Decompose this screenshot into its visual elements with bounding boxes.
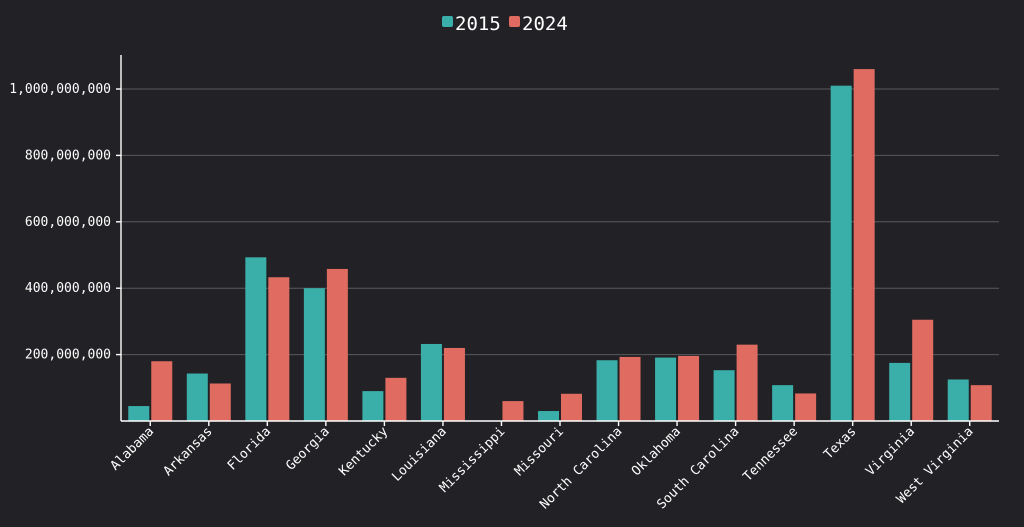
bar-2015-kentucky[interactable] xyxy=(362,391,384,421)
bar-2015-tennessee[interactable] xyxy=(772,385,794,421)
bar-2024-south-carolina[interactable] xyxy=(736,344,758,421)
bar-2015-louisiana[interactable] xyxy=(420,343,442,421)
legend-swatch-2024[interactable] xyxy=(509,16,520,27)
legend-label-2015[interactable]: 2015 xyxy=(455,13,501,35)
bar-2015-florida[interactable] xyxy=(245,257,267,421)
x-tick-label: Oklahoma xyxy=(629,424,684,479)
y-tick-label: 800,000,000 xyxy=(25,148,111,163)
y-tick-label: 1,000,000,000 xyxy=(9,82,111,97)
bar-2024-west-virginia[interactable] xyxy=(970,385,992,421)
bar-2015-alabama[interactable] xyxy=(128,406,150,421)
x-tick-label: Georgia xyxy=(283,424,332,473)
bar-2015-arkansas[interactable] xyxy=(186,373,208,421)
bar-2024-missouri[interactable] xyxy=(561,393,582,421)
y-tick-label: 200,000,000 xyxy=(25,348,111,363)
bar-2024-oklahoma[interactable] xyxy=(678,355,700,421)
bar-2024-virginia[interactable] xyxy=(912,319,934,421)
legend[interactable]: 2015 2024 xyxy=(442,13,568,35)
bar-2024-kentucky[interactable] xyxy=(385,377,407,421)
bar-2024-alabama[interactable] xyxy=(151,361,173,421)
x-tick-label: Florida xyxy=(225,424,274,473)
x-tick-label: Virginia xyxy=(863,424,918,479)
bar-2015-oklahoma[interactable] xyxy=(655,357,677,421)
y-tick-label: 400,000,000 xyxy=(25,281,111,296)
bar-2015-georgia[interactable] xyxy=(303,288,325,421)
x-tick-label: Texas xyxy=(821,424,859,462)
x-tick-labels: Alabama Arkansas Florida Georgia KentuckyLou… xyxy=(108,421,977,512)
bar-2015-south-carolina[interactable] xyxy=(713,370,735,421)
x-tick-label: Kentucky xyxy=(336,424,391,479)
bar-2024-north-carolina[interactable] xyxy=(619,356,641,421)
bar-2024-louisiana[interactable] xyxy=(443,347,465,421)
bar-2015-texas[interactable] xyxy=(830,85,852,422)
bar-2024-arkansas[interactable] xyxy=(209,383,231,421)
bars-layer xyxy=(128,69,992,422)
legend-label-2024[interactable]: 2024 xyxy=(522,13,568,35)
bar-2015-missouri[interactable] xyxy=(538,411,559,421)
bar-2015-north-carolina[interactable] xyxy=(596,360,618,421)
bar-2024-georgia[interactable] xyxy=(326,268,348,421)
legend-swatch-2015[interactable] xyxy=(442,16,453,27)
x-tick-label: Louisiana xyxy=(389,424,449,484)
bar-2015-west-virginia[interactable] xyxy=(947,379,969,422)
grid-layer xyxy=(121,88,999,356)
y-tick-label: 600,000,000 xyxy=(25,215,111,230)
x-tick-label: Arkansas xyxy=(161,424,216,479)
x-tick-label: Tennessee xyxy=(741,424,802,485)
bar-2024-tennessee[interactable] xyxy=(795,393,817,421)
bar-2015-virginia[interactable] xyxy=(889,362,911,421)
x-tick-label: Missouri xyxy=(512,424,567,479)
x-tick-label: Alabama xyxy=(108,424,157,473)
bar-2024-florida[interactable] xyxy=(268,277,290,421)
bar-2024-texas[interactable] xyxy=(853,69,875,421)
y-tick-labels: 200,000,000 400,000,000 600,000,000 800,000… xyxy=(9,82,121,363)
bar-2024-mississippi[interactable] xyxy=(502,401,524,421)
